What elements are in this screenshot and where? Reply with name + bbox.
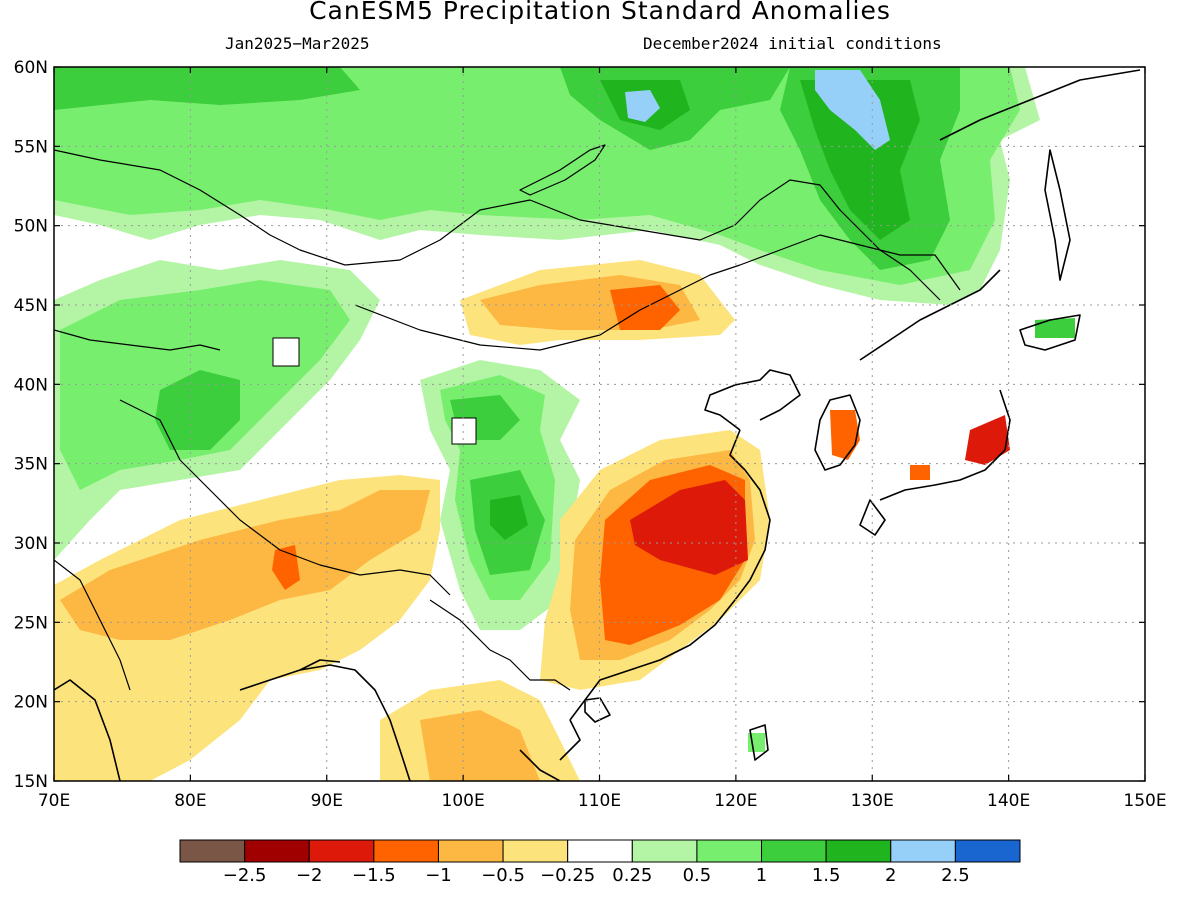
anomaly-field (54, 67, 1145, 781)
colorbar-label: 1 (756, 865, 767, 886)
colorbar-swatch (954, 839, 1021, 863)
lake-west-box (272, 337, 300, 367)
small-lakes (272, 337, 477, 445)
colorbar-label: 1.5 (812, 865, 841, 886)
lon-tick-label: 110E (578, 791, 621, 811)
colorbar-swatch (179, 839, 246, 863)
lon-tick-label: 120E (714, 791, 757, 811)
colorbar-label: −0.5 (481, 865, 525, 886)
japan-honshu (879, 389, 1011, 501)
hokkaido-green (1035, 318, 1075, 338)
hokkaido (1019, 314, 1081, 351)
south-orange (60, 490, 430, 640)
indochina-orange (420, 710, 540, 781)
central-asia-borders (54, 149, 346, 351)
se-china-red (630, 480, 748, 575)
colorbar-swatch (890, 839, 956, 863)
blue-patch-amur (815, 70, 890, 150)
map-title: CanESM5 Precipitation Standard Anomalies (309, 0, 891, 25)
india-pakistan-border (54, 559, 131, 691)
kyushu (859, 499, 886, 536)
lon-tick-label: 100E (442, 791, 485, 811)
lat-tick-label: 15N (14, 772, 48, 792)
bay-of-bengal (299, 659, 341, 671)
colorbar-label: −2 (296, 865, 323, 886)
korea-coast (814, 394, 861, 471)
taiwan (749, 724, 769, 761)
colorbar-label: −1 (425, 865, 452, 886)
colorbar-swatch (631, 839, 698, 863)
latitude-axis: 15N 20N 25N 30N 35N 40N 45N 50N 55N 60N (14, 58, 1145, 792)
lat-tick-label: 55N (14, 137, 48, 157)
colorbar-swatch (244, 839, 310, 863)
colorbar-label: 0.25 (612, 865, 652, 886)
colorbar-swatch (502, 839, 569, 863)
japan-small-orange (910, 465, 930, 480)
southeast-asia-borders (429, 599, 571, 691)
central-green-darkest (490, 495, 528, 540)
north-mid-green (54, 67, 1020, 285)
coastlines (54, 69, 1141, 781)
mongolia-border (344, 179, 941, 301)
tibet-deep-orange (272, 545, 300, 590)
russia-china-border (739, 234, 961, 291)
west-dark-green (155, 370, 240, 450)
colorbar-swatch (825, 839, 892, 863)
china-coast (569, 429, 771, 721)
lat-tick-label: 50N (14, 217, 48, 237)
forecast-period: Jan2025−Mar2025 (225, 34, 370, 53)
colorbar-swatch (437, 839, 504, 863)
lon-tick-label: 90E (311, 791, 343, 811)
colorbar-label: −2.5 (223, 865, 267, 886)
lat-tick-label: 30N (14, 534, 48, 554)
gridlines (54, 67, 1145, 781)
colorbar-label: 2 (885, 865, 896, 886)
lon-tick-label: 80E (174, 791, 206, 811)
sakhalin (1044, 149, 1071, 281)
colorbar-label: −1.5 (352, 865, 396, 886)
colorbar: −2.5 −2 −1.5 −1 −0.5 −0.25 0.25 0.5 1 1.5 2 2.5 (179, 839, 1021, 886)
colorbar-swatch (761, 839, 827, 863)
lon-tick-label: 130E (851, 791, 894, 811)
northeast-darkest-green (800, 80, 920, 240)
colorbar-label: 2.5 (941, 865, 970, 886)
hainan (584, 697, 611, 723)
bohai-coast (704, 369, 801, 431)
lat-tick-label: 20N (14, 693, 48, 713)
blue-patch-small (625, 90, 660, 122)
indochina-coast (519, 719, 581, 781)
japan-red (965, 415, 1010, 465)
india-coast (54, 664, 411, 781)
colorbar-swatch (308, 839, 375, 863)
lat-tick-label: 45N (14, 296, 48, 316)
kashmir-border (119, 399, 181, 461)
colorbar-label: 0.5 (683, 865, 712, 886)
lon-tick-label: 150E (1123, 791, 1166, 811)
initial-conditions: December2024 initial conditions (643, 34, 942, 53)
colorbar-swatch (696, 839, 763, 863)
lake-qinghai-box (451, 417, 477, 445)
russia-pacific-coast (859, 69, 1141, 361)
north-dark-green-west (54, 67, 360, 110)
lon-tick-label: 70E (38, 791, 70, 811)
lat-tick-label: 40N (14, 375, 48, 395)
colorbar-swatch (567, 839, 633, 863)
borders (54, 144, 961, 691)
lat-tick-label: 25N (14, 613, 48, 633)
longitude-axis: 70E 80E 90E 100E 110E 120E 130E 140E 150E (38, 67, 1167, 811)
lat-tick-label: 35N (14, 455, 48, 475)
lon-tick-label: 140E (987, 791, 1030, 811)
himalaya-border (179, 459, 451, 596)
colorbar-swatch (373, 839, 439, 863)
colorbar-label: −0.25 (540, 865, 595, 886)
lat-tick-label: 60N (14, 58, 48, 78)
